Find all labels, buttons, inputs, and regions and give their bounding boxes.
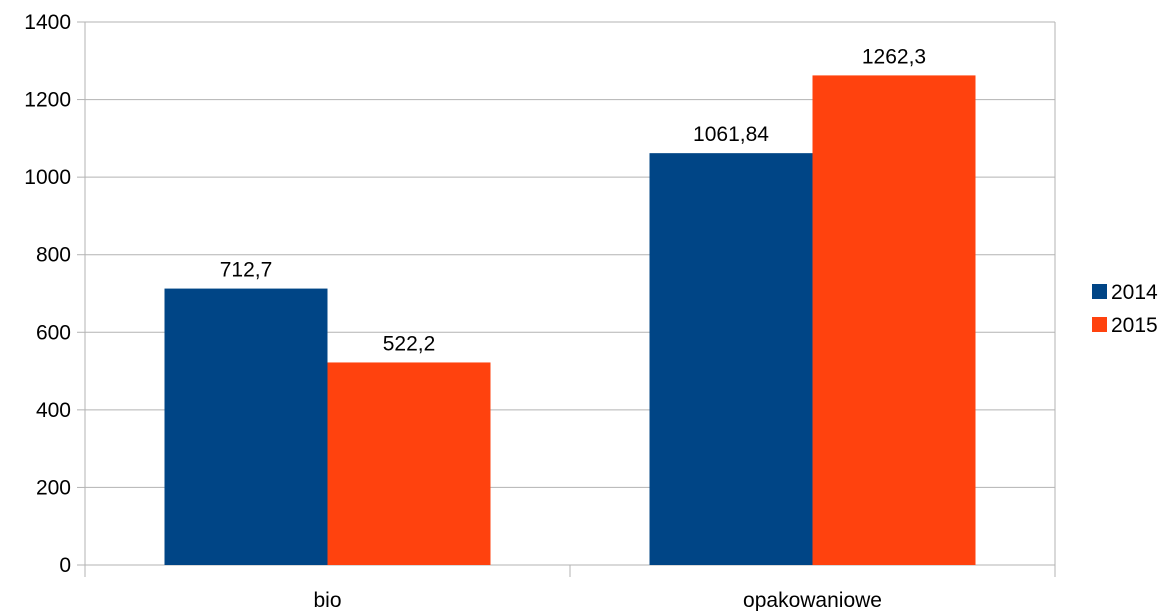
y-tick-label: 1400 [24, 11, 71, 34]
x-tick-label: opakowaniowe [743, 589, 882, 611]
y-tick-label: 400 [36, 399, 71, 422]
y-tick-label: 600 [36, 321, 71, 344]
legend-swatch [1092, 284, 1107, 299]
legend-label: 2015 [1111, 314, 1158, 337]
bar-2014-bio [164, 288, 328, 565]
bar-2015-bio [327, 362, 491, 565]
y-tick-label: 0 [59, 554, 71, 577]
data-labels: 712,7 522,2 1061,84 1262,3 [220, 45, 926, 355]
y-tick-label: 200 [36, 476, 71, 499]
legend-label: 2014 [1111, 281, 1158, 304]
data-label: 522,2 [383, 332, 436, 355]
data-label: 1061,84 [693, 123, 769, 146]
x-tick-label: bio [313, 589, 341, 611]
data-label: 1262,3 [862, 45, 926, 68]
bar-2014-opakowaniowe [649, 153, 813, 565]
legend: 2014 2015 [1092, 281, 1158, 337]
y-tick-label: 800 [36, 244, 71, 267]
bars [164, 75, 976, 565]
bar-2015-opakowaniowe [812, 75, 976, 565]
legend-swatch [1092, 317, 1107, 332]
y-tick-label: 1200 [24, 89, 71, 112]
data-label: 712,7 [220, 259, 273, 282]
y-tick-label: 1000 [24, 166, 71, 189]
